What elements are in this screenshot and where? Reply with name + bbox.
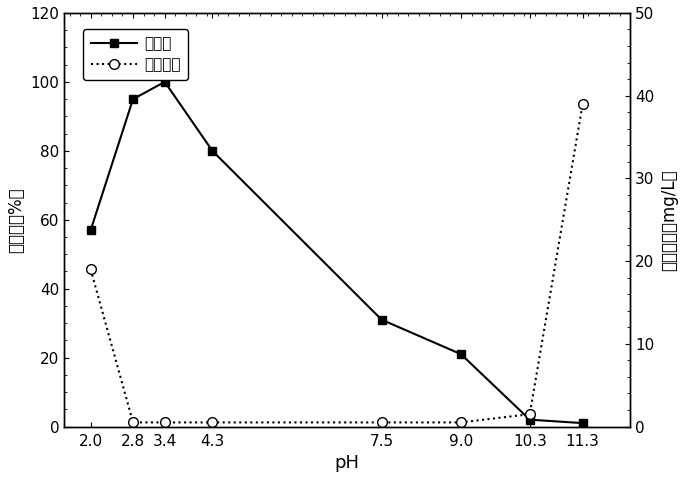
Line: 铁残留量: 铁残留量 — [86, 99, 588, 427]
Y-axis label: 铁残留量（mg/L）: 铁残留量（mg/L） — [660, 169, 678, 271]
去除率 — [129, 96, 137, 102]
Line: 去除率: 去除率 — [86, 78, 587, 427]
Y-axis label: 去除率（%）: 去除率（%） — [7, 187, 25, 252]
Legend: 去除率, 铁残留量: 去除率, 铁残留量 — [83, 29, 188, 80]
去除率 — [161, 79, 169, 85]
去除率 — [86, 227, 95, 233]
去除率 — [457, 351, 465, 357]
铁残留量 — [86, 266, 95, 272]
铁残留量 — [208, 420, 216, 425]
铁残留量 — [377, 420, 386, 425]
去除率 — [377, 317, 386, 322]
铁残留量 — [579, 101, 587, 107]
X-axis label: pH: pH — [335, 454, 360, 472]
铁残留量 — [129, 420, 137, 425]
去除率 — [208, 148, 216, 154]
去除率 — [579, 420, 587, 426]
铁残留量 — [525, 411, 534, 417]
铁残留量 — [161, 420, 169, 425]
去除率 — [525, 417, 534, 422]
铁残留量 — [457, 420, 465, 425]
